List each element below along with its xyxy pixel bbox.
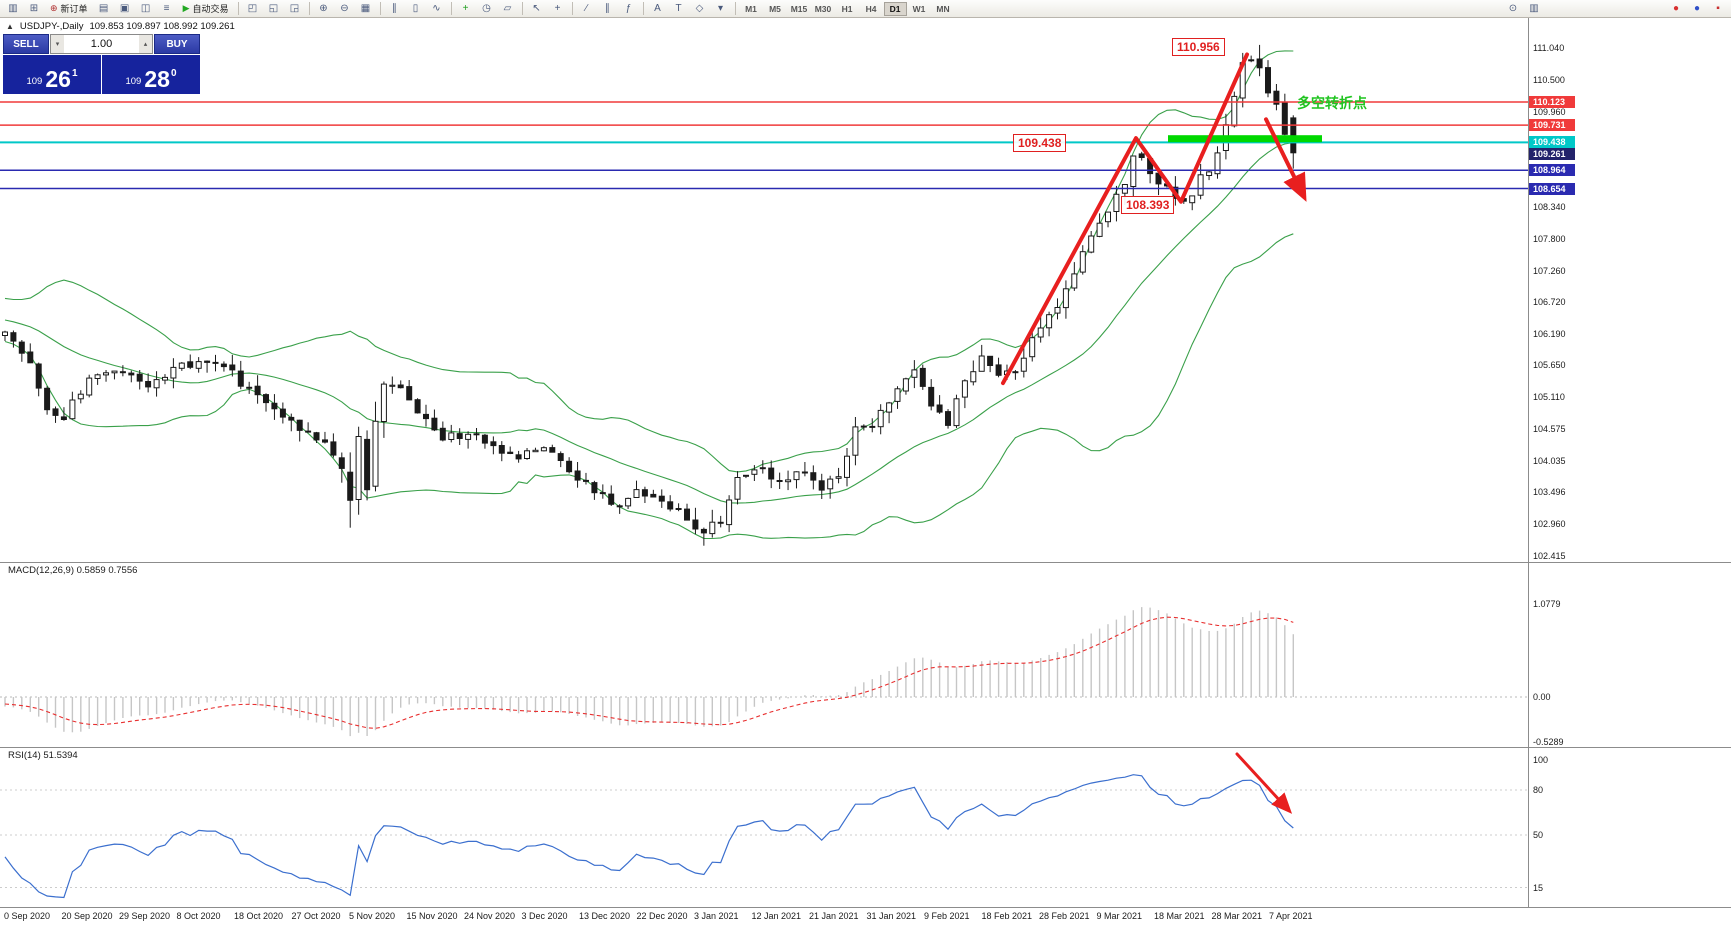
line-chart-icon[interactable]: ∿	[432, 3, 441, 14]
trend-zigzag-line[interactable]	[1001, 52, 1249, 386]
channel-tool-icon[interactable]: ∥	[605, 3, 610, 14]
support-resistance-bar[interactable]	[1168, 135, 1322, 143]
cursor-icon[interactable]: ↖	[532, 3, 541, 14]
candlestick-chart-icon[interactable]: ▯	[412, 3, 419, 14]
tile-horizontal-icon[interactable]: ◱	[268, 3, 279, 14]
data-window-icon[interactable]: ▣	[119, 3, 130, 14]
trade-controls-row: SELL ▾ ▴ BUY	[3, 34, 200, 54]
toolbar-separator	[734, 2, 736, 15]
toolbar-separator	[642, 2, 644, 15]
timeframe-d1-button[interactable]: D1	[883, 1, 907, 16]
arrows-dropdown-icon[interactable]: ▾	[717, 3, 724, 14]
bollinger-upper-line	[4, 50, 1294, 473]
one-click-trading-panel: SELL ▾ ▴ BUY 109 26 1 109 28 0	[3, 34, 200, 94]
timeframe-m5-button[interactable]: M5	[769, 3, 781, 14]
shapes-tool-icon[interactable]: ◇	[695, 3, 704, 14]
buy-price-display[interactable]: 109 28 0	[102, 55, 200, 94]
tile-vertical-icon[interactable]: ◲	[289, 3, 300, 14]
sell-button[interactable]: SELL	[3, 34, 49, 54]
symbol-ohlc: 109.853 109.897 108.992 109.261	[89, 21, 235, 32]
buy-button[interactable]: BUY	[154, 34, 200, 54]
alert-icon[interactable]: ●	[1672, 3, 1680, 14]
volume-field: ▾ ▴	[50, 34, 153, 54]
toolbar-separator	[237, 2, 239, 15]
toolbar-separator	[521, 2, 523, 15]
bar-chart-icon[interactable]: ∥	[392, 3, 397, 14]
trade-prices-row: 109 26 1 109 28 0	[3, 55, 200, 94]
macd-histogram	[4, 607, 1295, 737]
timeframe-m15-button[interactable]: M15	[790, 3, 808, 14]
horizontal-lines-layer[interactable]	[0, 101, 1528, 190]
navigator-icon[interactable]: ◫	[140, 3, 151, 14]
candles-layer	[2, 44, 1297, 546]
notification-badge-icon[interactable]: ▪	[1716, 3, 1720, 14]
timeframe-h1-button[interactable]: H1	[841, 3, 853, 14]
zoom-chart-icon[interactable]: ⊙	[1508, 3, 1518, 14]
toolbar-separator	[571, 2, 573, 15]
sell-price-display[interactable]: 109 26 1	[3, 55, 101, 94]
symbol-name: USDJPY-,Daily	[19, 21, 84, 32]
rsi-line	[4, 774, 1294, 899]
new-chart-icon[interactable]: ⊞	[29, 3, 39, 14]
timeframe-h4-button[interactable]: H4	[865, 3, 877, 14]
trendline-tool-icon[interactable]: ∕	[585, 3, 588, 14]
autotrading-button-label: 自动交易	[192, 4, 229, 14]
buy-price-big: 28	[144, 66, 170, 92]
sell-price-handle: 109	[26, 76, 43, 87]
fibonacci-tool-icon[interactable]: ƒ	[625, 3, 632, 14]
templates-icon[interactable]: ▱	[503, 3, 512, 14]
rsi-down-arrow[interactable]	[1235, 752, 1293, 814]
timeframe-w1-button[interactable]: W1	[912, 3, 926, 14]
text-tool-icon[interactable]: A	[654, 3, 661, 14]
volume-input[interactable]	[64, 35, 139, 53]
timeframe-m1-button[interactable]: M1	[745, 3, 757, 14]
symbol-trend-icon: ▲	[6, 22, 14, 31]
label-tool-icon[interactable]: T	[675, 3, 682, 14]
toolbar: ▥ ⊞ ⊕ 新订单 ▤ ▣ ◫ ≡ ▶ 自动交易 ◰ ◱ ◲ ⊕ ⊖ ▦ ∥ ▯ ∿ + ◷ ▱ ↖ + ∕ ∥ ƒ A T ◇ ▾ M1 M5…	[0, 0, 1731, 18]
chart-list-icon[interactable]: ▤	[98, 3, 109, 14]
timeframe-mn-button[interactable]: MN	[936, 3, 950, 14]
sell-direction-arrow[interactable]	[1264, 117, 1307, 202]
new-order-button[interactable]: ⊕ 新订单	[45, 1, 93, 16]
timeframe-m30-button[interactable]: M30	[814, 3, 832, 14]
crosshair-icon[interactable]: +	[554, 3, 561, 14]
new-order-icon: ⊕	[50, 3, 58, 13]
bollinger-middle-line	[4, 141, 1294, 504]
sell-price-big: 26	[45, 66, 71, 92]
volume-decrease-button[interactable]: ▾	[51, 35, 64, 53]
period-icon[interactable]: ◷	[482, 3, 491, 14]
cascade-windows-icon[interactable]: ◰	[247, 3, 258, 14]
toolbar-separator	[379, 2, 381, 15]
zoom-in-icon[interactable]: ⊕	[319, 3, 328, 14]
panel-toggle-icon[interactable]: ▥	[1529, 3, 1539, 14]
macd-signal-line	[4, 616, 1294, 729]
new-order-button-label: 新订单	[60, 4, 88, 14]
bollinger-lower-line	[4, 233, 1294, 540]
market-watch-icon[interactable]: ▥	[8, 3, 18, 14]
volume-increase-button[interactable]: ▴	[139, 35, 152, 53]
buy-price-handle: 109	[125, 76, 142, 87]
insert-indicator-icon[interactable]: +	[462, 3, 469, 14]
toolbar-separator	[450, 2, 452, 15]
terminal-icon[interactable]: ≡	[163, 3, 170, 14]
news-icon[interactable]: ●	[1693, 3, 1701, 14]
grid-icon[interactable]: ▦	[360, 3, 371, 14]
zoom-out-icon[interactable]: ⊖	[340, 3, 349, 14]
autotrading-button[interactable]: ▶ 自动交易	[178, 1, 234, 16]
autotrading-icon: ▶	[182, 3, 190, 13]
buy-price-sup: 0	[170, 68, 177, 79]
toolbar-separator	[308, 2, 310, 15]
symbol-info: ▲ USDJPY-,Daily 109.853 109.897 108.992 …	[6, 21, 235, 32]
sell-price-sup: 1	[71, 68, 78, 79]
